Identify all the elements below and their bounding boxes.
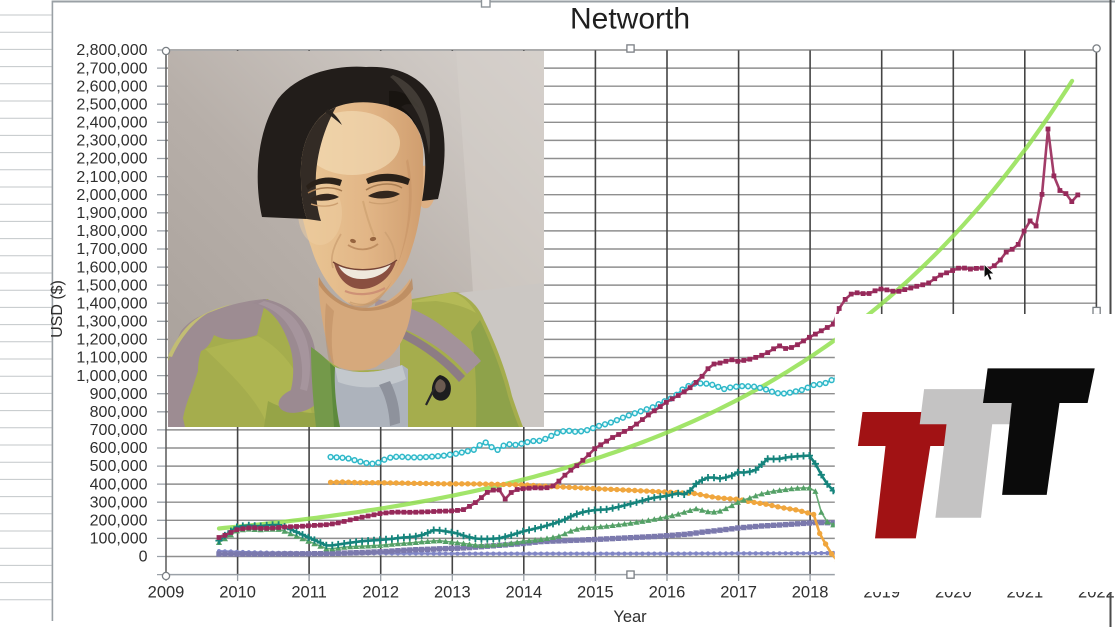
svg-text:2013: 2013 (434, 584, 471, 602)
svg-text:300,000: 300,000 (90, 494, 148, 511)
svg-text:2,300,000: 2,300,000 (76, 133, 147, 150)
svg-text:700,000: 700,000 (90, 422, 148, 439)
svg-text:2,400,000: 2,400,000 (76, 115, 147, 132)
svg-text:500,000: 500,000 (90, 458, 148, 475)
svg-text:2011: 2011 (291, 584, 326, 602)
svg-text:200,000: 200,000 (90, 513, 148, 530)
svg-text:1,600,000: 1,600,000 (76, 259, 147, 276)
svg-text:2,100,000: 2,100,000 (76, 169, 147, 186)
svg-text:2,700,000: 2,700,000 (76, 60, 147, 77)
svg-text:2017: 2017 (720, 584, 757, 602)
svg-text:2018: 2018 (792, 584, 829, 602)
svg-text:2015: 2015 (577, 584, 614, 602)
svg-text:2,500,000: 2,500,000 (76, 97, 147, 114)
svg-text:900,000: 900,000 (90, 386, 148, 403)
svg-text:400,000: 400,000 (90, 476, 148, 493)
svg-text:100,000: 100,000 (90, 531, 148, 548)
svg-text:Year: Year (613, 608, 647, 626)
svg-text:1,200,000: 1,200,000 (76, 332, 147, 349)
svg-text:600,000: 600,000 (90, 440, 148, 457)
svg-text:1,500,000: 1,500,000 (76, 277, 147, 294)
svg-text:800,000: 800,000 (90, 404, 148, 421)
svg-text:1,700,000: 1,700,000 (76, 241, 147, 258)
svg-text:0: 0 (139, 549, 148, 566)
svg-text:2,600,000: 2,600,000 (76, 78, 147, 95)
svg-text:2,000,000: 2,000,000 (76, 187, 147, 204)
svg-text:2,800,000: 2,800,000 (76, 42, 147, 59)
svg-text:1,100,000: 1,100,000 (76, 350, 147, 367)
svg-text:1,900,000: 1,900,000 (76, 205, 147, 222)
svg-text:2,200,000: 2,200,000 (76, 151, 147, 168)
svg-text:2010: 2010 (219, 584, 256, 602)
svg-text:2012: 2012 (362, 584, 399, 602)
svg-text:USD ($): USD ($) (49, 280, 66, 338)
svg-text:2016: 2016 (649, 584, 686, 602)
svg-text:Networth: Networth (570, 3, 690, 36)
svg-text:1,000,000: 1,000,000 (76, 368, 147, 385)
svg-text:1,800,000: 1,800,000 (76, 223, 147, 240)
svg-text:2009: 2009 (148, 584, 185, 602)
svg-text:1,400,000: 1,400,000 (76, 295, 147, 312)
svg-text:1,300,000: 1,300,000 (76, 314, 147, 331)
svg-text:2014: 2014 (505, 584, 542, 602)
